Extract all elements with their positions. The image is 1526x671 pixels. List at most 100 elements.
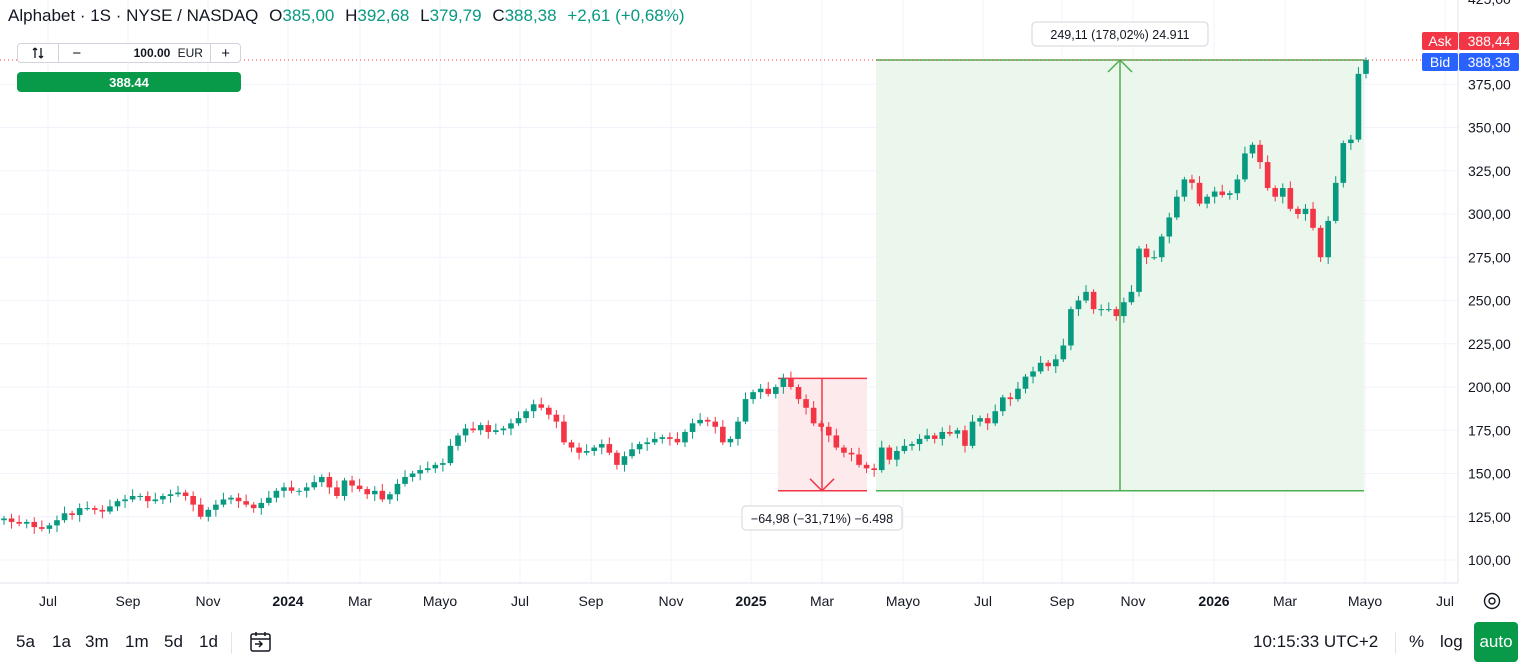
candle-body	[387, 494, 393, 500]
timeframe-5a[interactable]: 5a	[16, 632, 35, 651]
timeframe-3m[interactable]: 3m	[85, 632, 109, 651]
candle-body	[144, 495, 151, 502]
quantity-input[interactable]: 100.00	[133, 46, 171, 60]
timeframe-1a[interactable]: 1a	[52, 632, 71, 651]
candle-body	[92, 508, 98, 510]
candle-body	[757, 388, 764, 393]
candle-body	[341, 480, 348, 496]
candle-body	[190, 495, 196, 505]
timeframe-5d[interactable]: 5d	[164, 632, 183, 651]
clock[interactable]: 10:15:33 UTC+2	[1253, 632, 1379, 651]
candle-body	[1068, 309, 1074, 346]
gear-icon[interactable]	[1483, 592, 1501, 610]
candle-body	[1264, 162, 1271, 189]
price-tick-label: 100,00	[1468, 552, 1511, 568]
candle-body	[31, 521, 38, 528]
candle-body	[1007, 397, 1014, 400]
increase-quantity-button[interactable]: +	[221, 44, 230, 62]
time-tick-label: Nov	[659, 593, 684, 609]
candle-body	[1355, 73, 1362, 140]
candle-body	[947, 431, 953, 434]
swap-icon[interactable]	[18, 44, 58, 62]
time-tick-label: Mar	[810, 593, 834, 609]
price-tick-label: 375,00	[1468, 76, 1511, 92]
candle-body	[1227, 193, 1233, 195]
candle-body	[1302, 208, 1309, 214]
candle-body	[614, 452, 620, 465]
candle-body	[727, 438, 734, 443]
candle-body	[538, 404, 545, 408]
candle-body	[61, 513, 68, 521]
candle-body	[175, 492, 181, 495]
candle-body	[1317, 227, 1324, 258]
candle-body	[1000, 397, 1006, 412]
close-value: 388,38	[504, 6, 557, 25]
auto-scale-toggle[interactable]: auto	[1474, 622, 1518, 662]
time-tick-label: Jul	[511, 593, 529, 609]
candle-body	[795, 387, 802, 400]
candle-body	[909, 444, 915, 446]
candle-body	[984, 418, 991, 424]
candle-body	[243, 501, 249, 505]
candle-body	[432, 464, 439, 469]
price-tick-label: 200,00	[1468, 379, 1511, 395]
candle-body	[651, 438, 658, 443]
time-tick-label: Mayo	[1348, 593, 1382, 609]
decrease-quantity-button[interactable]: −	[72, 44, 82, 62]
candle-body	[720, 426, 726, 443]
price-tick-label: 175,00	[1468, 422, 1511, 438]
price-tick-label: 225,00	[1468, 336, 1511, 352]
high-value: 392,68	[357, 6, 410, 25]
candle-body	[1022, 376, 1029, 389]
candle-body	[379, 490, 386, 500]
candle-body	[1143, 248, 1150, 258]
high-label: H	[345, 6, 358, 25]
candle-body	[1234, 179, 1241, 194]
candle-body	[1083, 291, 1089, 301]
axes: 100,00 125,00 150,00 175,00 200,00 225,00 250,…	[0, 0, 1511, 610]
candle-series	[1, 57, 1369, 534]
candle-body	[220, 499, 227, 505]
time-tick-label: Nov	[1121, 593, 1146, 609]
candle-body	[46, 525, 53, 529]
candle-body	[364, 489, 370, 495]
calendar-goto-icon[interactable]	[248, 629, 274, 660]
candle-body	[84, 508, 91, 510]
candle-body	[1075, 300, 1082, 310]
buy-button[interactable]: 388.44	[17, 72, 241, 92]
timeframe-1m[interactable]: 1m	[125, 632, 149, 651]
gear-icon-ring	[1483, 592, 1501, 610]
candle-body	[1121, 302, 1127, 317]
candle-body	[1295, 208, 1301, 214]
candle-body	[546, 407, 552, 415]
candle-body	[1272, 188, 1278, 197]
candle-body	[349, 480, 355, 486]
divider	[1395, 632, 1396, 654]
candle-body	[152, 499, 159, 502]
candle-body	[515, 418, 522, 424]
candle-body	[712, 421, 719, 427]
symbol-title[interactable]: Alphabet · 1S · NYSE / NASDAQ	[8, 6, 259, 25]
candle-body	[780, 378, 787, 387]
candle-body	[1279, 188, 1286, 197]
ask-value-bg	[1459, 32, 1519, 50]
time-tick-label: Mayo	[423, 593, 457, 609]
log-toggle[interactable]: log	[1440, 632, 1463, 651]
candle-body	[167, 494, 174, 496]
divider	[231, 632, 232, 654]
candle-body	[39, 527, 45, 529]
candle-body	[803, 399, 809, 408]
price-tick-label: 125,00	[1468, 509, 1511, 525]
candle-body	[1128, 291, 1135, 303]
time-tick-label: Jul	[1436, 593, 1454, 609]
candle-body	[69, 513, 75, 516]
timeframe-1d[interactable]: 1d	[199, 632, 218, 651]
candle-body	[508, 423, 514, 429]
candle-body	[992, 411, 999, 424]
candle-body	[583, 451, 590, 453]
percent-toggle[interactable]: %	[1409, 632, 1425, 651]
candle-body	[356, 485, 363, 490]
candle-body	[493, 430, 499, 432]
candle-body	[440, 463, 446, 465]
